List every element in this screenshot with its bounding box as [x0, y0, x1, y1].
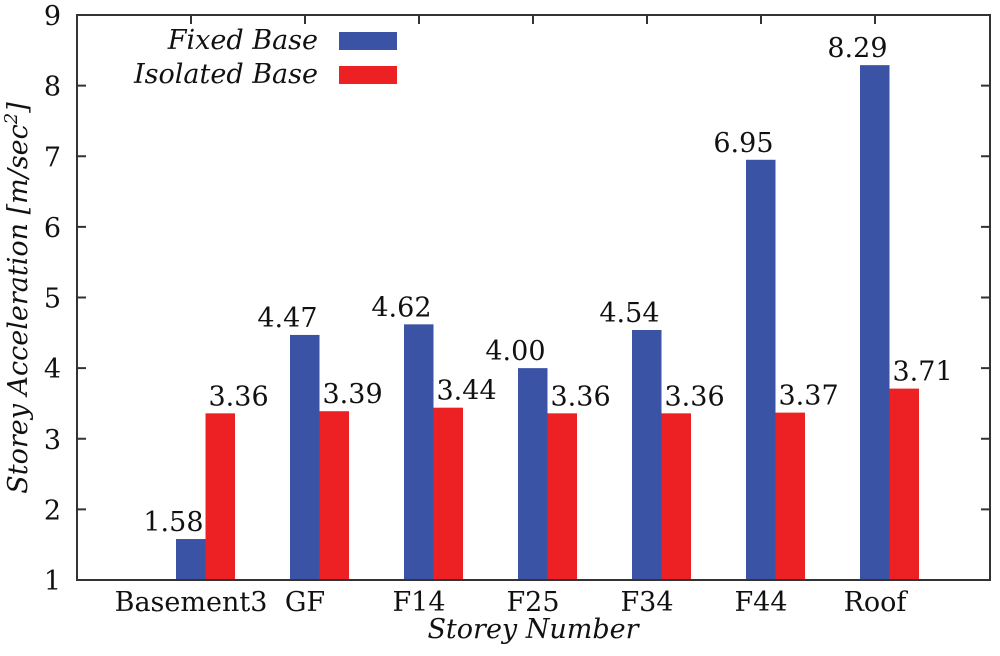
y-tick-label: 2 [44, 495, 61, 526]
data-label: 3.36 [209, 381, 269, 412]
data-label: 3.37 [779, 381, 839, 412]
y-tick-label: 3 [44, 425, 61, 456]
bar-isolated-base [205, 413, 235, 579]
data-label: 3.39 [323, 379, 383, 410]
legend-swatch [339, 32, 397, 50]
legend-label: Fixed Base [167, 25, 318, 56]
x-tick-label: F34 [620, 587, 673, 618]
bar-isolated-base [433, 407, 463, 579]
bar-fixed-base [404, 324, 434, 579]
data-label: 4.54 [599, 298, 659, 329]
x-axis-label: Storey Number [427, 614, 640, 645]
legend-swatch [339, 66, 397, 84]
data-label: 3.71 [893, 357, 953, 388]
x-tick-label: GF [285, 587, 325, 618]
bar-fixed-base [290, 334, 320, 579]
bar-isolated-base [661, 413, 691, 579]
y-tick-label: 1 [44, 566, 61, 597]
bar-fixed-base [860, 65, 890, 580]
data-label: 4.62 [371, 292, 431, 323]
bar-isolated-base [889, 388, 919, 579]
y-tick-label: 5 [44, 284, 61, 315]
data-label: 1.58 [143, 507, 203, 538]
bar-fixed-base [176, 539, 206, 579]
bar-isolated-base [319, 411, 349, 579]
bar-isolated-base [547, 413, 577, 579]
x-tick-label: F14 [392, 587, 445, 618]
data-label: 6.95 [713, 128, 773, 159]
y-tick-label: 4 [44, 354, 61, 385]
data-label: 4.47 [257, 303, 317, 334]
data-label: 3.36 [665, 381, 725, 412]
data-label: 8.29 [827, 33, 887, 64]
x-tick-label: F44 [734, 587, 787, 618]
x-tick-label: F25 [506, 587, 559, 618]
data-label: 4.00 [485, 336, 545, 367]
data-label: 3.44 [437, 376, 497, 407]
bar-fixed-base [518, 368, 548, 579]
bar-fixed-base [746, 159, 776, 579]
y-tick-label: 6 [44, 213, 61, 244]
legend-label: Isolated Base [133, 59, 318, 90]
x-tick-label: Roof [844, 587, 909, 618]
bar-isolated-base [775, 412, 805, 579]
x-tick-label: Basement3 [115, 587, 268, 618]
y-tick-label: 9 [44, 1, 61, 32]
y-axis-label: Storey Acceleration [m/sec2] [1, 102, 34, 494]
data-label: 3.36 [551, 381, 611, 412]
y-tick-label: 7 [44, 142, 61, 173]
bar-fixed-base [632, 329, 662, 579]
y-tick-label: 8 [44, 72, 61, 103]
